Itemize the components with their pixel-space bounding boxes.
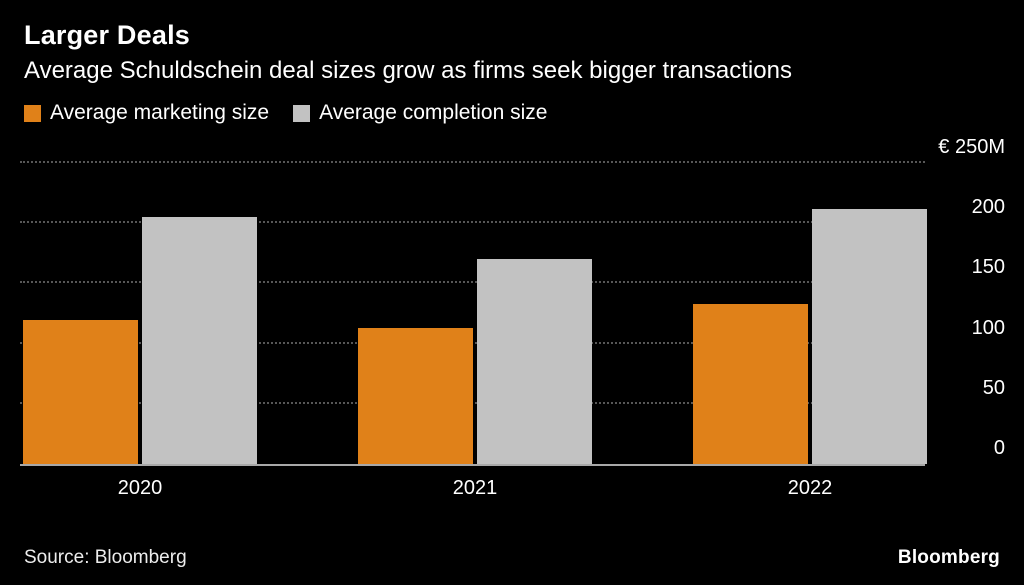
x-tick-label: 2020 [117, 477, 163, 499]
plot-area [20, 161, 927, 466]
chart-subtitle: Average Schuldschein deal sizes grow as … [24, 57, 792, 84]
legend-item-completion: Average completion size [293, 101, 547, 125]
y-axis-labels: 0 50 100 150 200 € 250M [925, 136, 1005, 466]
y-tick-label: 0 [993, 437, 1005, 459]
x-tick-label: 2022 [787, 477, 833, 499]
bar-2022-completion [812, 208, 927, 464]
y-tick-label: € 250M [938, 136, 1005, 158]
bar-2022-marketing [693, 303, 808, 464]
bar-2021-completion [477, 259, 592, 464]
x-axis-labels: 2020 2021 2022 [20, 165, 925, 510]
legend: Average marketing size Average completio… [24, 101, 1000, 125]
legend-label-marketing: Average marketing size [50, 101, 270, 124]
y-tick-label: 200 [971, 196, 1005, 219]
bar-2020-completion [142, 217, 257, 464]
chart-header: Larger Deals Average Schuldschein deal s… [0, 0, 1024, 125]
legend-item-marketing: Average marketing size [24, 101, 269, 125]
footer: Source: Bloomberg Bloomberg [24, 547, 1000, 569]
y-tick-label: 50 [982, 376, 1005, 399]
bloomberg-logo: Bloomberg [897, 547, 1000, 568]
legend-swatch-gray [293, 104, 311, 122]
bar-2020-marketing [23, 319, 138, 464]
y-tick-label: 150 [971, 256, 1005, 279]
gridline [20, 221, 925, 224]
source-label: Source: Bloomberg [24, 547, 187, 568]
bar-chart: 0 50 100 150 200 € 250M 2020 2021 2022 [0, 136, 1024, 510]
legend-label-completion: Average completion size [319, 101, 548, 124]
x-tick-label: 2021 [452, 477, 498, 499]
gridline [20, 161, 925, 163]
chart-title: Larger Deals [24, 20, 190, 50]
gridline [20, 281, 925, 284]
legend-swatch-orange [24, 104, 41, 122]
y-tick-label: 100 [971, 316, 1005, 339]
bar-2021-marketing [358, 327, 473, 464]
